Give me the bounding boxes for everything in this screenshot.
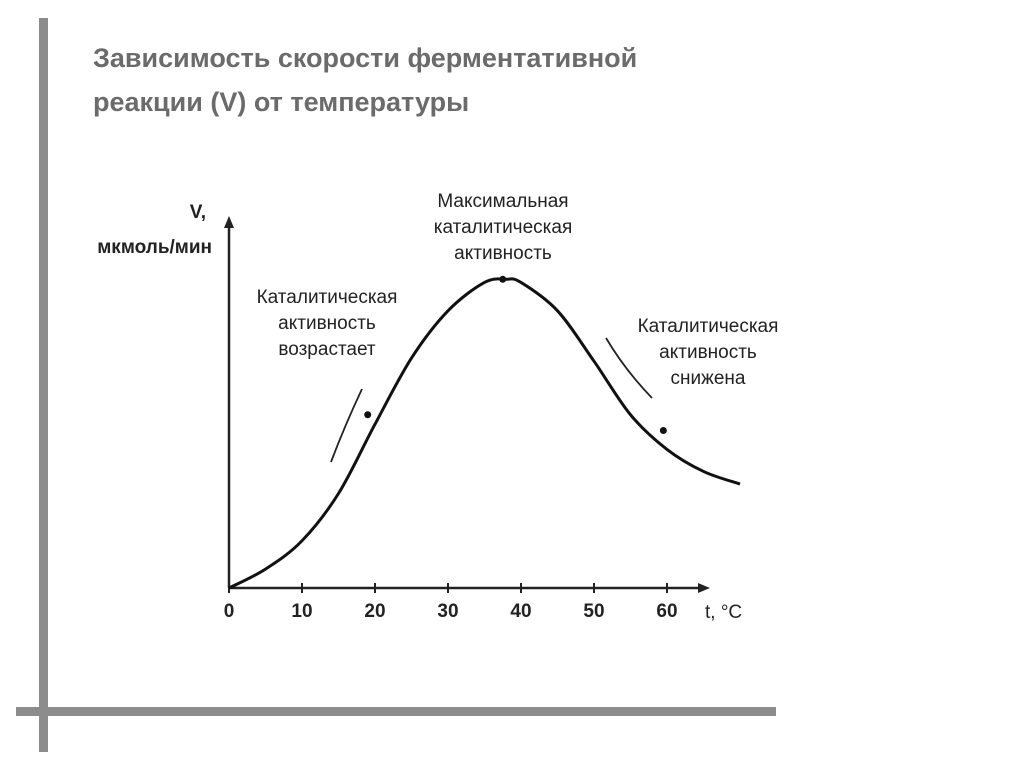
annotation-dot [659,427,667,434]
annotation-text: снижена [671,368,746,389]
y-axis-label-line-1: V, [190,202,206,223]
annotation-dot [499,275,507,283]
annotation-text: Максимальная [437,191,568,212]
x-tick-label: 40 [510,601,531,622]
annotation-text: каталитическая [434,217,573,238]
x-tick-label: 0 [224,601,235,622]
annotation-arrow [605,337,653,399]
y-axis-label-line-2: мкмоль/мин [97,237,212,258]
slide-title: Зависимость скорости ферментативной реак… [93,36,853,124]
x-tick-label: 60 [656,601,677,622]
frame-vertical-bar [39,18,48,752]
annotation-text: Каталитическая [257,287,398,308]
annotation-arrow [330,388,363,463]
annotation-text: Каталитическая [638,316,779,337]
annotation-text: активность [278,313,376,334]
x-tick-label: 10 [291,601,312,622]
annotation-dot [364,411,372,419]
annotations: Каталитическая активность возрастает Максим… [257,191,779,463]
x-ticks: 0 10 20 30 40 50 60 [224,583,678,622]
x-tick-label: 50 [583,601,604,622]
x-tick-label: 30 [437,601,458,622]
x-axis-label: t, °C [705,602,742,623]
slide-title-line-1: Зависимость скорости ферментативной [93,43,638,73]
series-line [228,277,741,590]
x-axis-arrow [698,583,710,593]
annotation-text: активность [454,243,552,264]
annotation-text: активность [659,342,757,363]
y-axis-arrow [224,216,234,228]
annotation-text: возрастает [278,339,376,360]
slide-title-line-2: реакции (V) от температуры [93,87,470,117]
x-tick-label: 20 [364,601,385,622]
frame-horizontal-bar [16,707,776,716]
